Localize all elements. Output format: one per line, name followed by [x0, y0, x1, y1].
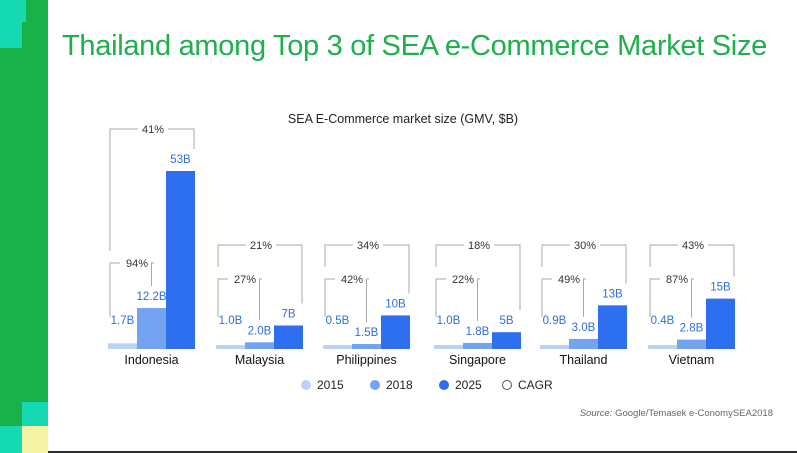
- cagr-bracket-inner: [109, 262, 154, 317]
- bar-thailand-2025: [598, 305, 627, 349]
- deco-block-top-3: [0, 22, 22, 48]
- bar-thailand-2015: [540, 345, 569, 349]
- legend-marker-2025: [439, 380, 449, 390]
- source-text: Google/Temasek e-ConomySEA2018: [615, 408, 773, 419]
- data-label: 7B: [281, 308, 295, 320]
- cagr-label-2018-2025: 18%: [468, 240, 490, 252]
- cagr-label-2018-2025: 43%: [682, 240, 704, 252]
- data-label: 1.5B: [355, 327, 379, 339]
- cagr-bracket-inner: [541, 278, 586, 317]
- deco-block-top: [0, 0, 26, 22]
- bar-indonesia-2015: [108, 343, 137, 349]
- cagr-label-2015-2018: 42%: [341, 274, 363, 286]
- cagr-label-2015-2018: 22%: [452, 274, 474, 286]
- legend-marker-2015: [301, 380, 311, 390]
- bar-malaysia-2025: [274, 325, 303, 349]
- data-label: 0.9B: [543, 315, 567, 327]
- cagr-label-2015-2018: 87%: [666, 274, 688, 286]
- cagr-bracket-outer: [649, 244, 735, 277]
- slide-title: Thailand among Top 3 of SEA e-Commerce M…: [62, 30, 767, 62]
- deco-block-bottom-2: [0, 426, 22, 453]
- cagr-label-2018-2025: 41%: [142, 124, 164, 136]
- data-label: 1.7B: [111, 315, 135, 327]
- deco-block-bottom: [22, 402, 48, 426]
- legend-label-2018: 2018: [386, 378, 413, 392]
- bar-philippines-2018: [352, 343, 381, 349]
- bar-thailand-2018: [569, 338, 598, 349]
- bar-philippines-2015: [323, 345, 352, 349]
- data-label: 13B: [602, 288, 623, 300]
- left-green-band: [0, 0, 48, 453]
- data-label: 0.4B: [651, 315, 675, 327]
- cagr-label-2018-2025: 30%: [574, 240, 596, 252]
- source-note: Source: Google/Temasek e-ConomySEA2018: [580, 408, 773, 419]
- legend-marker-cagr: [502, 380, 512, 390]
- cagr-label-2018-2025: 34%: [357, 240, 379, 252]
- cagr-bracket-inner: [435, 278, 480, 321]
- bar-philippines-2025: [381, 315, 410, 349]
- data-label: 3.0B: [572, 322, 596, 334]
- cagr-bracket-outer: [324, 244, 410, 294]
- data-label: 15B: [710, 282, 731, 294]
- data-label: 2.8B: [680, 323, 704, 335]
- bar-singapore-2015: [434, 345, 463, 349]
- bar-vietnam-2015: [648, 345, 677, 349]
- cagr-bracket-inner: [324, 278, 369, 322]
- category-label-vietnam: Vietnam: [669, 353, 715, 367]
- bar-vietnam-2018: [677, 339, 706, 349]
- data-label: 1.0B: [219, 315, 243, 327]
- chart-title: SEA E-Commerce market size (GMV, $B): [288, 112, 518, 126]
- legend-marker-2018: [370, 380, 380, 390]
- cagr-bracket-inner: [217, 278, 262, 321]
- cagr-label-2018-2025: 21%: [250, 240, 272, 252]
- bar-malaysia-2018: [245, 342, 274, 349]
- category-label-indonesia: Indonesia: [124, 353, 178, 367]
- cagr-label-2015-2018: 27%: [234, 274, 256, 286]
- data-label: 1.0B: [437, 315, 461, 327]
- bar-malaysia-2015: [216, 345, 245, 349]
- data-label: 1.8B: [466, 326, 490, 338]
- bar-singapore-2018: [463, 342, 492, 349]
- cagr-bracket-outer: [109, 128, 195, 252]
- data-label: 53B: [170, 154, 191, 166]
- data-label: 2.0B: [248, 325, 272, 337]
- category-label-singapore: Singapore: [449, 353, 506, 367]
- legend-label-2015: 2015: [317, 378, 344, 392]
- deco-block-bottom-3: [22, 426, 48, 453]
- data-label: 0.5B: [326, 315, 350, 327]
- category-label-thailand: Thailand: [560, 353, 608, 367]
- bar-indonesia-2025: [166, 171, 195, 349]
- cagr-label-2015-2018: 49%: [558, 274, 580, 286]
- category-label-philippines: Philippines: [336, 353, 396, 367]
- data-label: 5B: [499, 315, 513, 327]
- cagr-bracket-outer: [541, 244, 627, 284]
- source-label: Source:: [579, 408, 613, 419]
- cagr-bracket-inner: [649, 278, 694, 318]
- data-label: 12.2B: [136, 291, 166, 303]
- cagr-bracket-outer: [435, 244, 521, 311]
- bar-singapore-2025: [492, 332, 521, 349]
- data-label: 10B: [385, 298, 406, 310]
- legend-label-2025: 2025: [455, 378, 482, 392]
- bar-indonesia-2018: [137, 308, 166, 349]
- cagr-bracket-outer: [217, 244, 303, 304]
- legend-label-cagr: CAGR: [518, 378, 553, 392]
- deco-block-top-2: [26, 0, 48, 22]
- bar-vietnam-2025: [706, 298, 735, 349]
- category-label-malaysia: Malaysia: [235, 353, 284, 367]
- cagr-label-2015-2018: 94%: [126, 258, 148, 270]
